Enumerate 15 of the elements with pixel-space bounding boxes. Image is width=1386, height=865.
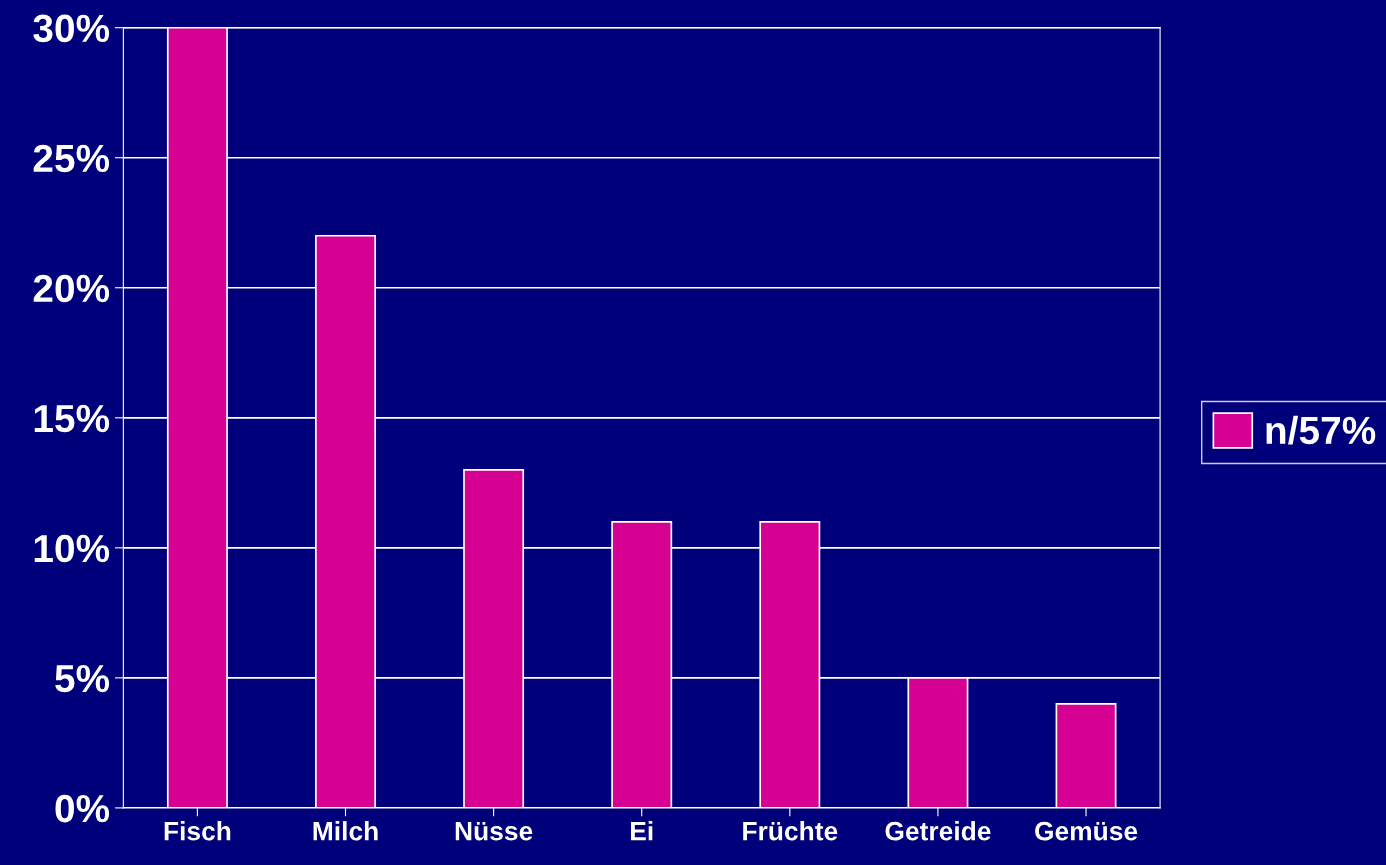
y-tick-label: 10% <box>34 534 110 563</box>
x-tick-label: Milch <box>313 821 378 841</box>
y-tick-label: 30% <box>33 14 110 43</box>
x-tick-label: Ei <box>631 821 653 841</box>
y-tick-label: 15% <box>34 404 110 433</box>
x-tick-label: Früchte <box>743 821 838 841</box>
y-tick-label: 5% <box>55 664 110 693</box>
legend-label: n/57% <box>1266 415 1376 445</box>
x-tick-label: Getreide <box>885 821 991 841</box>
x-tick-label: Fisch <box>164 821 231 841</box>
y-tick-label: 20% <box>33 274 110 303</box>
y-tick-label: 25% <box>33 144 110 173</box>
x-tick-label: Gemüse <box>1035 821 1138 841</box>
x-tick-label: Nüsse <box>455 821 533 841</box>
y-tick-label: 0% <box>55 794 110 823</box>
